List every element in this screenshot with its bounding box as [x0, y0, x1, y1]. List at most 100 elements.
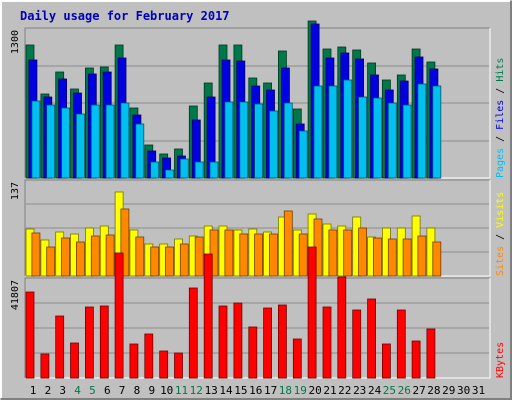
bar-pages: [194, 161, 204, 179]
x-tick-label: 29: [442, 384, 455, 397]
bar-sites: [31, 232, 41, 277]
bar-sites: [165, 246, 174, 277]
bar-pages: [417, 83, 427, 179]
x-tick-label: 21: [323, 384, 336, 397]
x-tick-label: 9: [148, 384, 155, 397]
frame-highlight: [0, 0, 510, 398]
x-tick-label: 10: [160, 384, 173, 397]
bar-kbytes: [218, 305, 228, 379]
x-tick-label: 4: [74, 384, 81, 397]
bar-sites: [105, 234, 115, 277]
bar-pages: [254, 103, 264, 179]
bar-sites: [372, 237, 382, 277]
legend-entry: /: [495, 130, 506, 148]
panel-1: 1300 Pages / Files / Hits: [10, 20, 506, 179]
bar-kbytes: [292, 338, 302, 379]
bar-sites: [61, 237, 70, 277]
bar-pages: [150, 161, 160, 179]
bar-sites: [298, 233, 308, 277]
bar-pages: [90, 104, 100, 179]
bar-pages: [358, 96, 368, 179]
bar-kbytes: [40, 353, 50, 379]
bar-sites: [224, 229, 234, 277]
bar-sites: [150, 246, 160, 277]
bar-sites: [90, 235, 100, 277]
y-max-label: 41807: [10, 280, 21, 310]
bar-sites: [209, 229, 219, 277]
x-tick-label: 30: [457, 384, 470, 397]
x-tick-label: 7: [119, 384, 126, 397]
bar-kbytes: [25, 291, 35, 379]
legend-entry: Sites: [495, 246, 506, 276]
y-max-label: 1300: [10, 30, 21, 54]
bar-sites: [358, 227, 368, 277]
bar-sites: [46, 246, 56, 277]
x-tick-label: 8: [134, 384, 141, 397]
bar-pages: [402, 104, 412, 179]
bar-sites: [402, 238, 412, 277]
bar-pages: [105, 104, 115, 179]
legend-entry: Visits: [495, 192, 506, 228]
panel-legend: KBytes: [495, 342, 506, 378]
x-tick-label: 5: [89, 384, 96, 397]
bar-sites: [254, 233, 264, 277]
x-tick-label: 27: [412, 384, 425, 397]
bar-kbytes: [114, 252, 124, 379]
bar-pages: [135, 123, 145, 179]
x-tick-label: 25: [383, 384, 396, 397]
bar-kbytes: [307, 246, 317, 379]
x-tick-label: 19: [294, 384, 307, 397]
bar-pages: [372, 97, 382, 179]
bar-kbytes: [352, 309, 362, 379]
x-tick-label: 15: [234, 384, 247, 397]
bar-sites: [343, 229, 353, 277]
x-axis-day-labels: 1 2 3 4 5 6 7 8 9 10 11 12 13 14 15 16 17 18 19 20 21 22 23 24 2…: [30, 384, 485, 397]
chart-panels: 1300 Pages / Files / Hits 137 Sites / Visit…: [10, 20, 506, 379]
panel-3: 41807 KBytes: [10, 246, 506, 379]
bar-sites: [76, 241, 85, 277]
x-tick-label: 11: [175, 384, 188, 397]
x-tick-label: 6: [104, 384, 111, 397]
panel-2: 137 Sites / Visits: [10, 179, 506, 277]
bar-sites: [120, 208, 130, 277]
bar-pages: [283, 102, 293, 179]
panel-legend: Sites / Visits: [495, 192, 506, 276]
bar-pages: [179, 158, 189, 179]
bar-sites: [239, 233, 249, 277]
x-tick-label: 22: [338, 384, 351, 397]
bar-pages: [61, 107, 70, 179]
x-tick-label: 26: [398, 384, 411, 397]
bar-pages: [432, 85, 442, 179]
bar-pages: [239, 101, 249, 179]
bar-sites: [194, 236, 204, 277]
bar-kbytes: [381, 343, 391, 379]
y-max-label: 137: [10, 182, 21, 200]
bar-pages: [120, 102, 130, 179]
bar-kbytes: [248, 326, 258, 379]
legend-entry: Files: [495, 100, 506, 130]
bar-sites: [269, 233, 278, 277]
bar-sites: [283, 210, 293, 277]
bar-pages: [387, 102, 397, 179]
x-tick-label: 31: [472, 384, 485, 397]
x-tick-label: 2: [45, 384, 52, 397]
panel-frame-shadow: [24, 27, 490, 178]
x-tick-label: 20: [308, 384, 321, 397]
bar-pages: [209, 161, 219, 179]
bar-kbytes: [188, 287, 198, 379]
bar-kbytes: [70, 342, 79, 379]
panel-legend: Pages / Files / Hits: [495, 58, 506, 178]
legend-entry: /: [495, 82, 506, 100]
legend-entry: /: [495, 228, 506, 246]
bar-kbytes: [367, 298, 377, 379]
bar-pages: [313, 85, 323, 179]
bar-kbytes: [174, 352, 183, 379]
bar-pages: [269, 110, 278, 179]
bar-kbytes: [337, 276, 347, 379]
x-tick-label: 14: [219, 384, 233, 397]
x-tick-label: 13: [205, 384, 218, 397]
bar-kbytes: [55, 315, 65, 379]
bar-kbytes: [322, 306, 332, 379]
